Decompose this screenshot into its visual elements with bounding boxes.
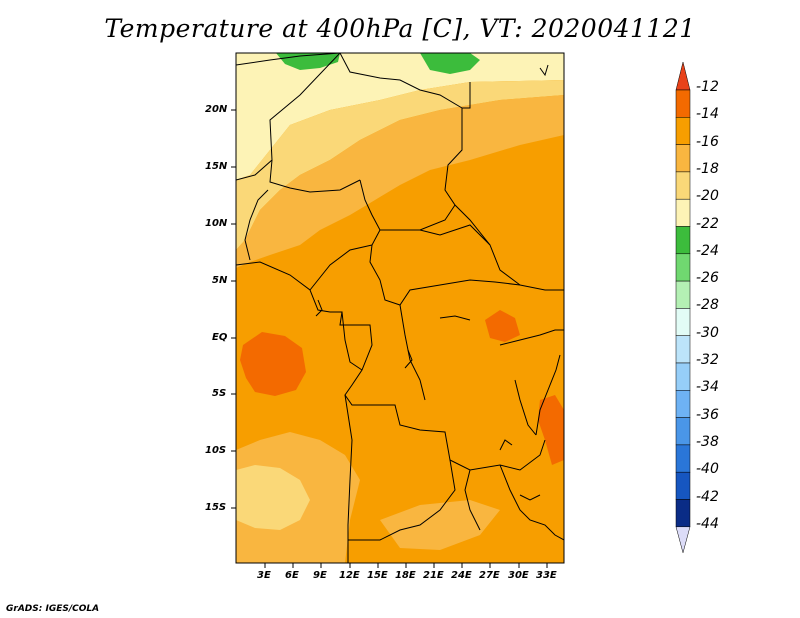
lat-label: EQ <box>212 332 228 343</box>
lat-label: 10S <box>205 445 227 456</box>
colorbar-label: -42 <box>696 488 719 505</box>
country-borders <box>236 53 564 563</box>
colorbar-swatch <box>675 390 691 418</box>
lat-label: 15N <box>205 161 228 172</box>
colorbar-swatch <box>675 499 691 528</box>
lon-label: 6E <box>285 570 299 581</box>
colorbar-label: -22 <box>696 215 719 232</box>
colorbar-label: -16 <box>696 133 719 150</box>
lat-label: 5S <box>212 388 227 399</box>
colorbar-label: -30 <box>696 324 719 341</box>
lon-label: 9E <box>313 570 327 581</box>
colorbar-label: -24 <box>696 242 719 259</box>
colorbar-swatch <box>675 171 691 200</box>
lon-label: 12E <box>339 570 360 581</box>
colorbar-swatch <box>675 471 691 500</box>
field-region-12-east-2 <box>538 395 564 465</box>
field-region-18n <box>236 80 564 250</box>
colorbar-swatch <box>675 417 691 446</box>
colorbar-label: -34 <box>696 379 719 396</box>
field-region-16se <box>380 500 500 550</box>
lon-label: 15E <box>367 570 388 581</box>
colorbar-swatch <box>675 89 691 118</box>
map-frame <box>235 52 565 564</box>
colorbar <box>675 61 691 554</box>
field-region-16n <box>236 95 564 268</box>
lon-label: 33E <box>536 570 557 581</box>
lon-label: 24E <box>451 570 472 581</box>
colorbar-swatch <box>675 198 691 227</box>
lon-label: 18E <box>395 570 416 581</box>
lat-label: 10N <box>205 218 228 229</box>
chart-title: Temperature at 400hPa [C], VT: 202004112… <box>104 14 696 43</box>
field-region-12-east <box>485 310 520 342</box>
colorbar-label: -36 <box>696 406 719 423</box>
field-region-20n <box>236 53 564 180</box>
lat-label: 20N <box>205 104 228 115</box>
field-region-green-2 <box>420 53 480 74</box>
colorbar-swatch <box>675 226 691 255</box>
colorbar-label: -12 <box>696 79 719 95</box>
colorbar-label: -32 <box>696 352 719 368</box>
colorbar-label: -38 <box>696 433 719 450</box>
colorbar-label: -40 <box>696 461 719 478</box>
field-region-18s <box>236 465 310 530</box>
axis-ticks <box>231 109 548 568</box>
colorbar-swatch <box>675 117 691 145</box>
colorbar-swatch <box>675 144 691 173</box>
field-region-12-west <box>240 332 306 396</box>
lon-label: 21E <box>423 570 444 581</box>
colorbar-swatch <box>675 280 691 309</box>
colorbar-label: -14 <box>696 106 719 123</box>
colorbar-swatch <box>675 335 691 364</box>
colorbar-label: -26 <box>696 270 719 287</box>
colorbar-label: -20 <box>696 188 719 205</box>
lat-label: 5N <box>212 275 228 286</box>
lon-label: 27E <box>479 570 500 581</box>
colorbar-swatch <box>675 253 691 282</box>
colorbar-swatch <box>675 362 691 391</box>
lon-label: 3E <box>257 570 271 581</box>
colorbar-label: -44 <box>696 515 719 532</box>
colorbar-swatch <box>675 444 691 473</box>
lat-label: 15S <box>205 502 227 513</box>
colorbar-top-arrow <box>675 61 691 91</box>
colorbar-swatch <box>675 308 691 336</box>
lon-label: 30E <box>508 570 529 581</box>
credit-text: GrADS: IGES/COLA <box>6 604 100 614</box>
colorbar-bottom-arrow <box>675 526 691 554</box>
colorbar-label: -18 <box>696 160 719 177</box>
colorbar-label: -28 <box>696 297 719 314</box>
